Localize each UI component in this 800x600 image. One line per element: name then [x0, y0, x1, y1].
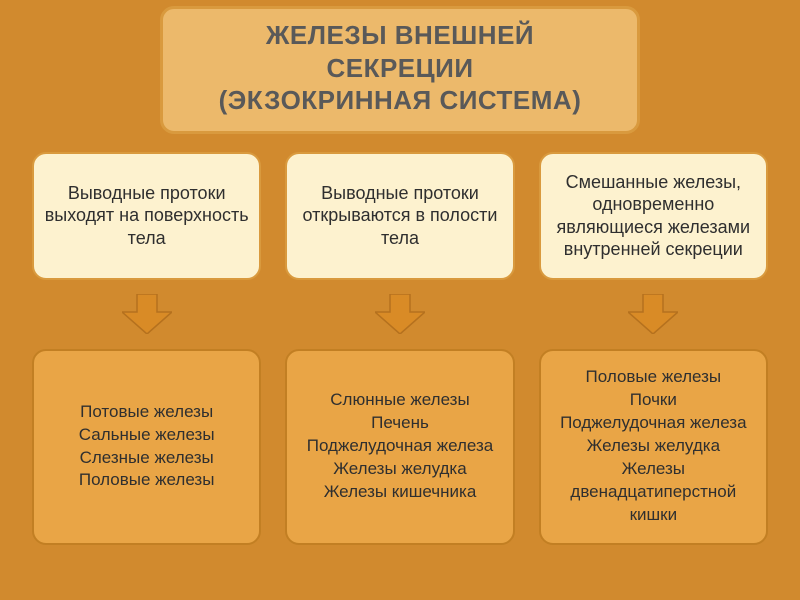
- arrow-down-icon: [122, 294, 172, 339]
- title-line-2: СЕКРЕЦИИ: [179, 52, 621, 85]
- title-box: ЖЕЛЕЗЫ ВНЕШНЕЙ СЕКРЕЦИИ (ЭКЗОКРИННАЯ СИС…: [160, 6, 640, 134]
- title-line-1: ЖЕЛЕЗЫ ВНЕШНЕЙ: [179, 19, 621, 52]
- column-1: Выводные протоки выходят на поверхность …: [32, 152, 261, 545]
- column-2: Выводные протоки открываются в полости т…: [285, 152, 514, 545]
- bottom-box-2: Слюнные железыПеченьПоджелудочная железа…: [285, 349, 514, 545]
- bottom-box-3: Половые железыПочкиПоджелудочная железаЖ…: [539, 349, 768, 545]
- top-text-3: Смешанные железы, одновременно являющиес…: [551, 171, 756, 261]
- bottom-text-1: Потовые железыСальные железыСлезные желе…: [79, 401, 215, 493]
- bottom-text-3: Половые железыПочкиПоджелудочная железаЖ…: [551, 366, 756, 527]
- top-box-1: Выводные протоки выходят на поверхность …: [32, 152, 261, 280]
- top-box-2: Выводные протоки открываются в полости т…: [285, 152, 514, 280]
- title-line-3: (ЭКЗОКРИННАЯ СИСТЕМА): [179, 84, 621, 117]
- slide-content: ЖЕЛЕЗЫ ВНЕШНЕЙ СЕКРЕЦИИ (ЭКЗОКРИННАЯ СИС…: [0, 0, 800, 600]
- bottom-box-1: Потовые железыСальные железыСлезные желе…: [32, 349, 261, 545]
- top-box-3: Смешанные железы, одновременно являющиес…: [539, 152, 768, 280]
- bottom-text-2: Слюнные железыПеченьПоджелудочная железа…: [307, 389, 493, 504]
- top-text-1: Выводные протоки выходят на поверхность …: [44, 182, 249, 250]
- column-3: Смешанные железы, одновременно являющиес…: [539, 152, 768, 545]
- arrow-down-icon: [628, 294, 678, 339]
- arrow-down-icon: [375, 294, 425, 339]
- top-text-2: Выводные протоки открываются в полости т…: [297, 182, 502, 250]
- columns-container: Выводные протоки выходят на поверхность …: [10, 152, 790, 545]
